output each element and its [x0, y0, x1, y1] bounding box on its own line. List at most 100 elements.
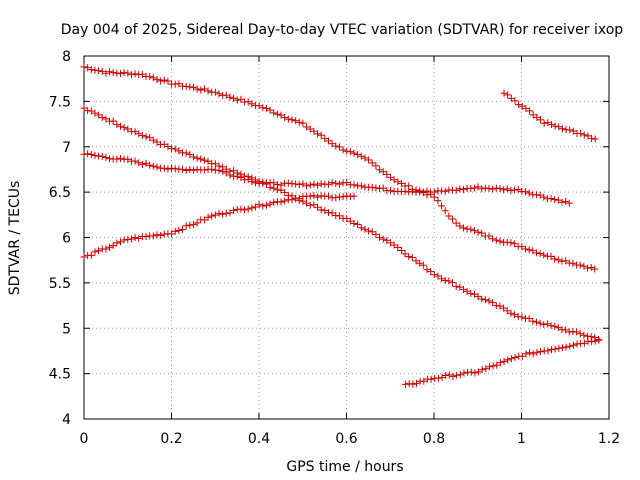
data-point — [511, 97, 519, 105]
data-point — [591, 337, 599, 345]
data-point — [306, 181, 314, 189]
data-point — [175, 80, 183, 88]
data-point — [540, 119, 548, 127]
data-point — [350, 219, 358, 227]
data-point — [146, 161, 154, 169]
data-point — [346, 148, 354, 156]
data-point — [485, 184, 493, 192]
data-point — [536, 191, 544, 199]
data-point — [215, 90, 223, 98]
data-point — [522, 104, 530, 112]
data-point — [489, 235, 497, 243]
data-point — [186, 166, 194, 174]
data-point — [288, 116, 296, 124]
data-point — [562, 197, 570, 205]
data-point — [113, 155, 121, 163]
data-point — [189, 83, 197, 91]
data-point — [281, 197, 289, 205]
data-point — [292, 180, 300, 188]
data-point — [427, 268, 435, 276]
data-point — [588, 134, 596, 142]
data-point — [405, 252, 413, 260]
data-point — [259, 202, 267, 210]
y-tick-label: 8 — [62, 49, 71, 65]
data-point — [372, 184, 380, 192]
data-point — [149, 232, 157, 240]
data-point — [485, 363, 493, 371]
data-point — [288, 196, 296, 204]
data-point — [489, 299, 497, 307]
data-point — [215, 209, 223, 217]
data-point — [237, 174, 245, 182]
data-point — [80, 63, 88, 71]
data-point — [211, 88, 219, 96]
data-point — [204, 213, 212, 221]
data-point — [255, 102, 263, 110]
data-point — [299, 180, 307, 188]
data-point — [306, 201, 314, 209]
data-point — [204, 157, 212, 165]
data-point — [493, 361, 501, 369]
data-point — [160, 164, 168, 172]
data-point — [577, 129, 585, 137]
data-point — [262, 201, 270, 209]
data-point — [470, 227, 478, 235]
data-point — [565, 199, 573, 207]
data-point — [511, 240, 519, 248]
data-point — [551, 122, 559, 130]
data-point — [182, 222, 190, 230]
data-point — [445, 277, 453, 285]
data-point — [408, 254, 416, 262]
data-point — [262, 104, 270, 112]
data-point — [219, 210, 227, 218]
data-point — [430, 271, 438, 279]
data-point — [146, 134, 154, 142]
data-point — [405, 380, 413, 388]
data-point — [584, 132, 592, 140]
data-point — [555, 344, 563, 352]
data-point — [343, 179, 351, 187]
data-point — [208, 212, 216, 220]
data-point — [449, 373, 457, 381]
data-point — [197, 155, 205, 163]
data-point — [529, 247, 537, 255]
data-point — [237, 95, 245, 103]
data-point — [164, 165, 172, 173]
data-point — [306, 125, 314, 133]
data-point — [164, 143, 172, 151]
data-point — [354, 220, 362, 228]
data-point — [106, 243, 114, 251]
data-point — [478, 229, 486, 237]
data-point — [138, 160, 146, 168]
data-point — [102, 115, 110, 123]
data-point — [405, 182, 413, 190]
data-point — [135, 234, 143, 242]
data-point — [441, 276, 449, 284]
data-point — [478, 185, 486, 193]
data-point — [273, 110, 281, 118]
data-point — [266, 200, 274, 208]
data-point — [208, 165, 216, 173]
data-point — [270, 109, 278, 117]
data-point — [324, 137, 332, 145]
data-point — [554, 196, 562, 204]
data-point — [529, 350, 537, 358]
data-point — [394, 243, 402, 251]
data-point — [372, 162, 380, 170]
data-point — [536, 250, 544, 258]
data-point — [409, 380, 417, 388]
data-point — [496, 302, 504, 310]
data-point — [248, 178, 256, 186]
data-point — [222, 169, 230, 177]
data-point — [507, 309, 515, 317]
x-axis-label: GPS time / hours — [286, 459, 403, 475]
data-point — [84, 150, 92, 158]
data-point — [142, 232, 150, 240]
data-point — [478, 295, 486, 303]
data-point — [244, 98, 252, 106]
data-point — [102, 153, 110, 161]
data-point — [215, 166, 223, 174]
data-point — [335, 180, 343, 188]
data-point — [434, 197, 442, 205]
data-point — [492, 236, 500, 244]
